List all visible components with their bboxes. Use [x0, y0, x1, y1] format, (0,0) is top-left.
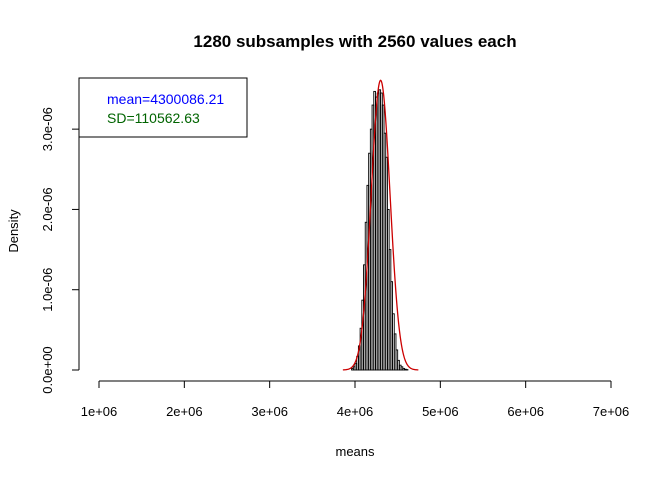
x-tick-label: 2e+06: [166, 404, 203, 419]
legend-mean-text: mean=4300086.21: [107, 91, 224, 107]
legend: mean=4300086.21 SD=110562.63: [78, 77, 248, 138]
x-tick-label: 7e+06: [593, 404, 630, 419]
x-tick-label: 1e+06: [81, 404, 118, 419]
histogram-bars: [351, 89, 409, 371]
y-axis: 0.0e+00 1.0e-06 2.0e-06 3.0e-06: [40, 107, 80, 394]
y-tick-label: 1.0e-06: [40, 268, 55, 312]
y-tick-label: 0.0e+00: [40, 346, 55, 393]
x-tick-label: 6e+06: [507, 404, 544, 419]
x-axis-label: means: [335, 444, 375, 459]
x-tick-label: 4e+06: [337, 404, 374, 419]
x-axis: 1e+06 2e+06 3e+06 4e+06 5e+06 6e+06 7e+06: [81, 380, 630, 419]
normal-density-curve: [342, 79, 419, 371]
x-tick-label: 3e+06: [251, 404, 288, 419]
y-tick-label: 2.0e-06: [40, 187, 55, 231]
legend-sd-text: SD=110562.63: [107, 110, 200, 126]
y-axis-label: Density: [6, 209, 21, 253]
x-tick-label: 5e+06: [422, 404, 459, 419]
y-tick-label: 3.0e-06: [40, 107, 55, 151]
legend-box: [78, 77, 248, 138]
chart-title: 1280 subsamples with 2560 values each: [193, 32, 516, 51]
